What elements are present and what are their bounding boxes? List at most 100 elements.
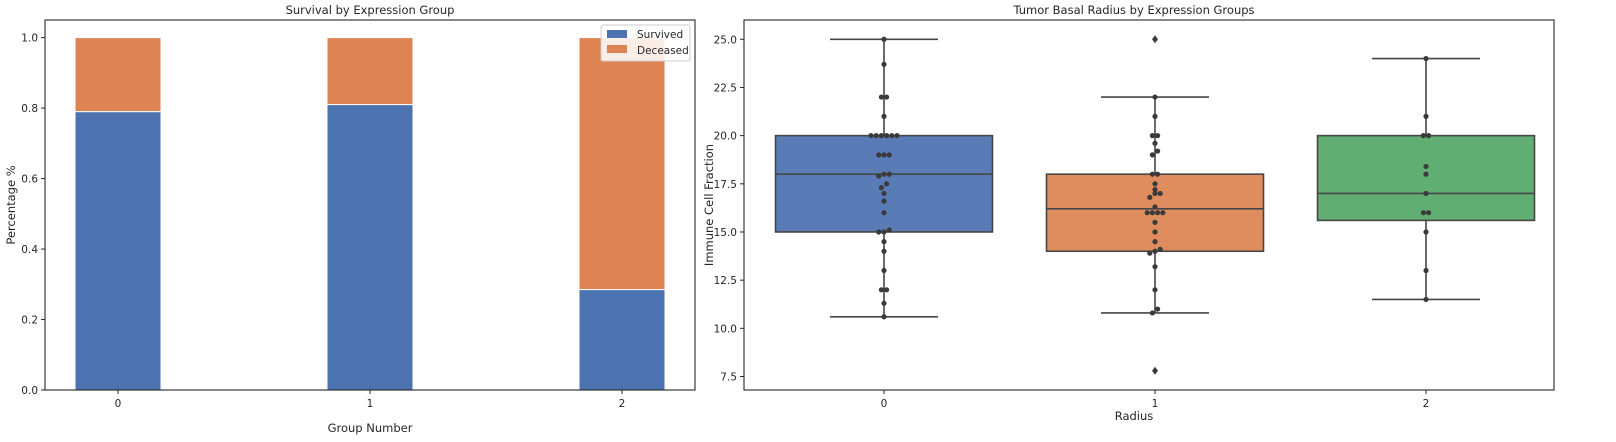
x-tick-label: 2 — [619, 398, 626, 410]
bar-deceased-group-0 — [74, 37, 162, 113]
swarm-point — [1426, 210, 1432, 216]
swarm-point — [1423, 55, 1429, 62]
swarm-point — [1149, 310, 1155, 316]
legend-swatch-deceased — [607, 45, 627, 53]
swarm-point — [884, 287, 890, 293]
swarm-point — [881, 267, 887, 274]
y-tick-label: 0.6 — [21, 174, 38, 186]
swarm-point — [1144, 210, 1150, 216]
box-group-2 — [1316, 57, 1536, 301]
swarm-point — [1155, 171, 1161, 177]
swarm-point — [884, 133, 890, 139]
swarm-point — [881, 36, 887, 42]
swarm-point — [881, 152, 887, 158]
y-tick-label: 17.5 — [714, 179, 737, 191]
swarm-point — [878, 133, 885, 139]
swarm-point — [886, 152, 892, 158]
outlier-marker — [1152, 366, 1158, 375]
swarm-point — [1155, 306, 1161, 312]
swarm-point — [881, 210, 887, 216]
swarm-point — [881, 198, 887, 204]
chart-title: Survival by Expression Group — [286, 3, 455, 17]
swarm-point — [1152, 140, 1158, 146]
x-axis-label: Group Number — [328, 421, 413, 435]
swarm-point — [1157, 246, 1163, 252]
x-tick-label: 0 — [115, 398, 122, 410]
chart-title: Tumor Basal Radius by Expression Groups — [1012, 3, 1254, 17]
y-tick-label: 0.2 — [21, 315, 38, 327]
y-axis-label: Immune Cell Fraction — [702, 144, 716, 266]
swarm-point — [881, 300, 887, 306]
box-iqr — [1316, 134, 1536, 222]
swarm-point — [1149, 171, 1155, 177]
swarm-point — [1160, 210, 1166, 216]
swarm-point — [1155, 148, 1161, 154]
y-tick-label: 20.0 — [714, 131, 737, 143]
swarm-point — [876, 173, 882, 179]
y-tick-label: 10.0 — [714, 323, 737, 335]
x-tick-label: 2 — [1423, 398, 1430, 410]
box-group-0 — [774, 38, 994, 318]
swarm-point — [1423, 267, 1429, 274]
swarm-point — [881, 314, 887, 320]
swarm-point — [1147, 194, 1153, 200]
bar-survived-group-2 — [578, 289, 666, 391]
swarm-point — [873, 133, 879, 139]
legend: Survived Deceased — [600, 24, 691, 62]
swarm-point — [1147, 250, 1153, 256]
plot-frame — [44, 19, 696, 391]
swarm-point — [1423, 163, 1429, 170]
swarm-point — [881, 113, 887, 119]
ticks-layer: 0 1 2 7.5 10.0 12.5 15.0 17.5 20.0 22.5 25.0 — [714, 34, 1430, 410]
swarm-point — [881, 190, 887, 197]
survival-bar-chart: Survival by Expression Group Group Numbe… — [4, 3, 696, 435]
y-tick-label: 15.0 — [714, 227, 737, 239]
swarm-point — [894, 133, 900, 139]
swarm-point — [1152, 204, 1158, 210]
x-tick-label: 0 — [881, 398, 888, 410]
swarm-point — [884, 94, 890, 100]
x-tick-label: 1 — [1152, 398, 1159, 410]
y-tick-label: 22.5 — [714, 82, 737, 94]
y-tick-label: 12.5 — [714, 275, 737, 287]
outlier-marker — [1152, 35, 1158, 44]
swarm-point — [1152, 186, 1158, 193]
bars-layer — [74, 37, 666, 391]
swarm-point — [1426, 133, 1432, 139]
swarm-point — [878, 287, 885, 293]
swarm-point — [876, 152, 882, 158]
legend-label-survived: Survived — [637, 29, 683, 41]
swarm-point — [1152, 264, 1158, 270]
swarm-point — [1423, 229, 1429, 235]
swarm-point — [1152, 239, 1158, 245]
y-tick-label: 0.4 — [21, 244, 38, 256]
y-tick-label: 0.0 — [21, 385, 38, 397]
bar-deceased-group-2 — [578, 37, 666, 291]
swarm-point — [1152, 94, 1158, 100]
swarm-point — [1420, 133, 1426, 139]
bar-deceased-group-1 — [326, 37, 414, 106]
swarm-point — [1149, 152, 1155, 158]
legend-swatch-survived — [607, 30, 627, 38]
swarm-point — [889, 133, 895, 139]
bar-survived-group-1 — [326, 104, 414, 391]
swarm-point — [1152, 287, 1158, 293]
y-tick-label: 0.8 — [21, 103, 38, 115]
plot-frame — [743, 19, 1555, 391]
swarm-point — [1155, 210, 1161, 216]
swarm-point — [1152, 248, 1158, 254]
legend-label-deceased: Deceased — [637, 45, 689, 57]
swarm-point — [881, 61, 887, 67]
swarm-point — [1152, 181, 1158, 187]
swarm-point — [1149, 210, 1155, 216]
immune-box-plot: Tumor Basal Radius by Expression Groups … — [702, 3, 1555, 423]
x-axis-label: Radius — [1115, 409, 1154, 423]
swarm-point — [878, 185, 885, 191]
bar-survived-group-0 — [74, 111, 162, 391]
swarm-point — [886, 171, 892, 177]
points-layer — [868, 36, 1432, 320]
swarm-point — [886, 227, 892, 233]
swarm-point — [878, 94, 885, 100]
swarm-point — [1423, 171, 1429, 177]
